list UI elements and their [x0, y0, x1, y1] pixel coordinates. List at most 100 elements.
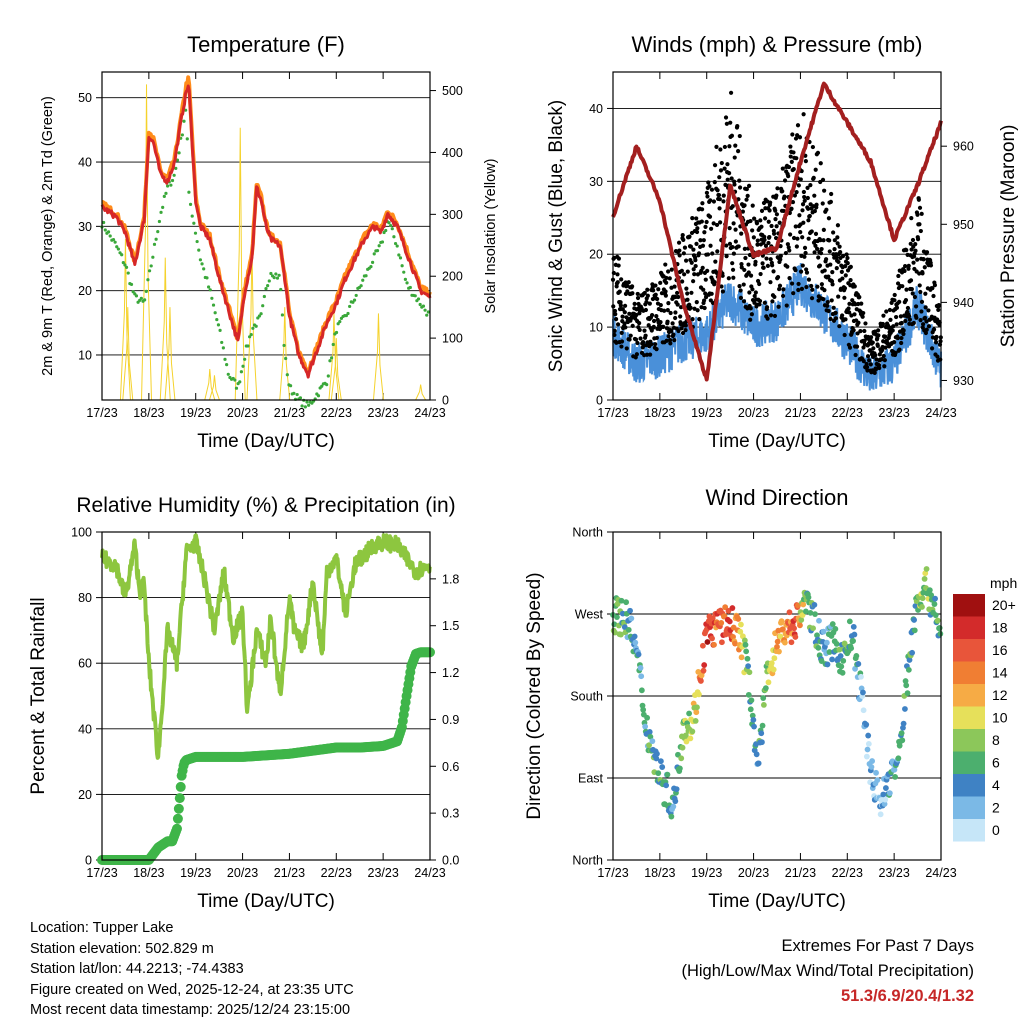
dewpoint-point: [295, 392, 299, 397]
gust-point: [845, 261, 850, 266]
dewpoint-point: [180, 133, 184, 137]
gust-point: [662, 308, 667, 313]
gust-point: [834, 266, 839, 271]
gust-point: [840, 254, 846, 259]
insolation-spike: [330, 338, 342, 401]
y-tick-label: 0: [596, 394, 603, 408]
dewpoint-point: [239, 370, 243, 374]
direction-point: [911, 627, 918, 634]
gust-point: [821, 238, 826, 243]
direction-point: [899, 737, 906, 744]
y-tick-label: North: [572, 854, 603, 868]
gust-point: [933, 340, 939, 345]
dewpoint-point: [152, 242, 157, 246]
dewpoint-point: [113, 240, 117, 244]
gust-point: [634, 312, 639, 318]
direction-point: [730, 633, 736, 640]
direction-point: [735, 616, 742, 622]
dewpoint-point: [307, 403, 311, 407]
y-axis-label: Direction (Colored By Speed): [524, 572, 545, 819]
dewpoint-point: [182, 119, 186, 123]
gust-point: [814, 202, 819, 207]
gust-point: [824, 207, 829, 212]
gust-point: [709, 187, 715, 192]
gust-point: [838, 250, 843, 255]
gust-point: [899, 320, 904, 326]
gust-point: [816, 255, 821, 260]
gust-point: [744, 197, 749, 202]
gust-point: [761, 265, 766, 270]
dewpoint-point: [238, 380, 242, 384]
dewpoint-point: [421, 304, 426, 308]
gust-point: [625, 289, 630, 294]
gust-point: [735, 123, 740, 129]
gust-point: [727, 144, 732, 149]
gust-point: [766, 240, 771, 246]
x-tick-label: 24/23: [414, 866, 445, 880]
gust-point: [680, 330, 686, 336]
gust-point: [826, 216, 832, 221]
dewpoint-point: [106, 230, 111, 234]
gust-point: [727, 171, 732, 176]
gust-point: [630, 323, 635, 328]
gust-point: [803, 250, 808, 256]
panel-title: Relative Humidity (%) & Precipitation (i…: [76, 494, 455, 517]
colorbar-swatch: [953, 639, 985, 662]
dewpoint-point: [289, 384, 293, 388]
gust-point: [877, 365, 882, 371]
direction-point: [726, 618, 733, 625]
direction-point: [905, 666, 912, 673]
gust-point: [903, 297, 909, 303]
direction-point: [718, 619, 725, 626]
gust-point: [635, 295, 641, 301]
x-tick-label: 17/23: [86, 406, 117, 420]
dewpoint-point: [262, 294, 266, 299]
dewpoint-point: [272, 276, 276, 280]
y-tick-label: West: [575, 608, 604, 622]
direction-point: [638, 687, 645, 694]
gust-point: [703, 224, 708, 229]
direction-point: [729, 605, 736, 611]
gust-point: [773, 208, 778, 213]
gust-point: [635, 340, 640, 346]
dewpoint-point: [425, 313, 429, 317]
y-tick-label: 80: [78, 591, 92, 605]
gust-point: [851, 328, 856, 333]
gust-point: [694, 300, 699, 305]
direction-point: [852, 665, 858, 672]
dewpoint-point: [156, 230, 160, 234]
gust-point: [843, 317, 848, 322]
dewpoint-point: [375, 249, 380, 253]
gust-point: [732, 155, 737, 160]
gust-point: [669, 267, 674, 272]
colorbar-label: 2: [992, 800, 1000, 816]
dewpoint-point: [361, 278, 365, 282]
gust-point: [761, 200, 767, 206]
gust-point: [708, 243, 713, 248]
gust-point: [681, 237, 686, 242]
gust-point: [794, 189, 799, 195]
dewpoint-point: [159, 210, 163, 214]
speed-colorbar: mph 20+ 18 16 14 12 10 8 6 4 2 0: [953, 575, 1017, 842]
gust-point: [885, 341, 890, 346]
gust-point: [717, 206, 722, 211]
dewpoint-point: [126, 271, 130, 275]
y-axis-label: Percent & Total Rainfall: [28, 597, 49, 794]
dewpoint-point: [380, 240, 385, 244]
gust-point: [899, 340, 904, 346]
gust-point: [707, 184, 712, 189]
gust-point: [736, 244, 741, 249]
gust-point: [858, 329, 863, 334]
x-tick-label: 21/23: [785, 406, 816, 420]
gust-point: [705, 252, 711, 257]
dewpoint-point: [393, 241, 398, 246]
direction-point: [868, 764, 875, 770]
direction-point: [711, 641, 717, 648]
gust-point: [765, 263, 771, 268]
colorbar-label: 20+: [992, 597, 1016, 613]
gust-point: [918, 318, 923, 323]
dewpoint-point: [364, 274, 368, 278]
panel-title: Wind Direction: [705, 485, 848, 510]
gust-point: [747, 252, 753, 258]
